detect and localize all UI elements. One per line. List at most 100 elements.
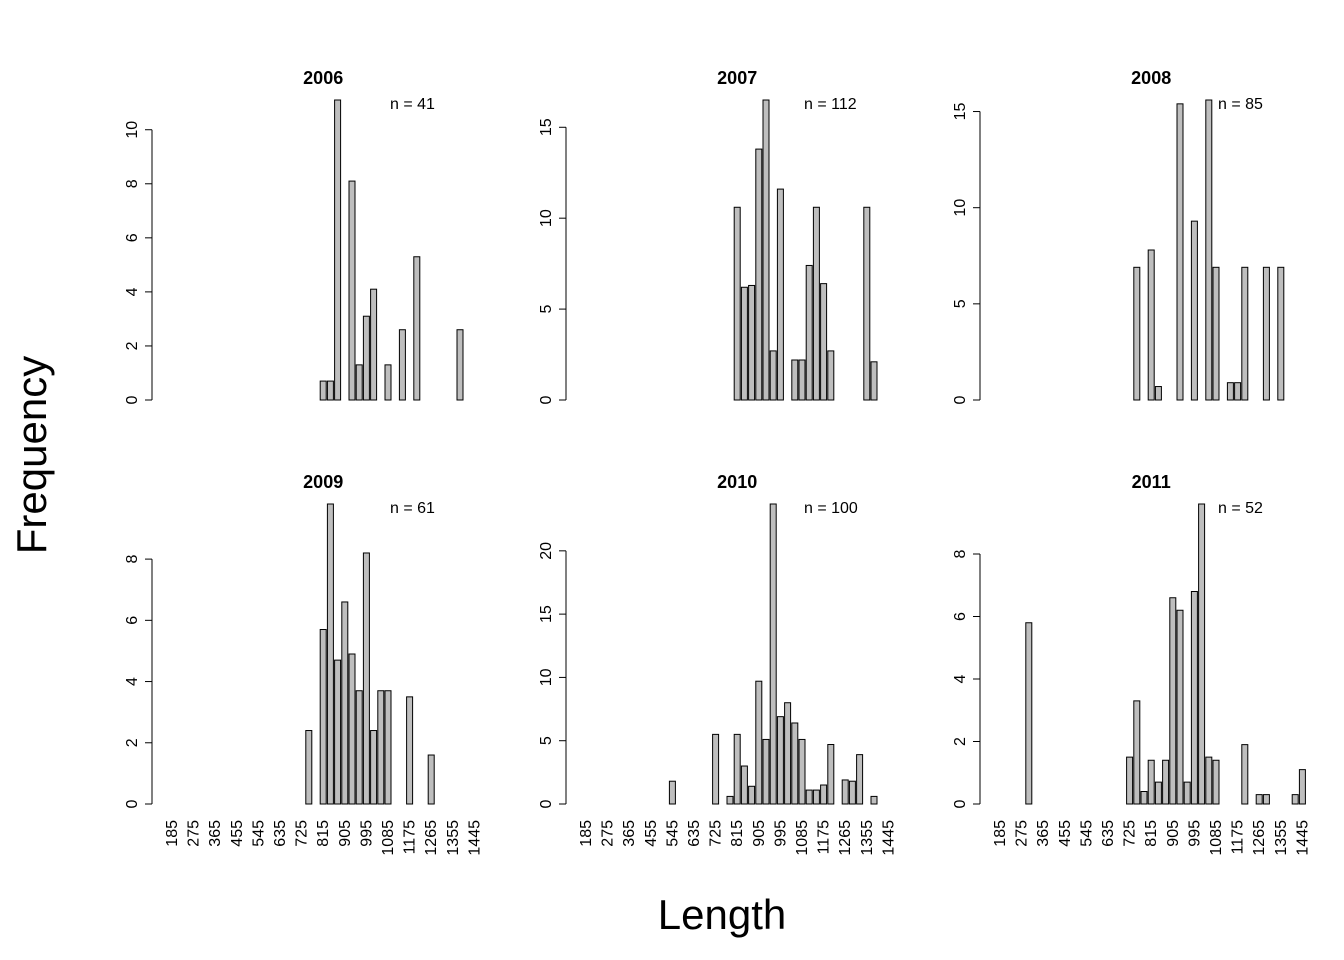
y-tick-label: 2 bbox=[952, 737, 969, 746]
bar bbox=[827, 744, 835, 805]
y-tick-label: 10 bbox=[538, 668, 555, 686]
bar bbox=[769, 350, 777, 401]
bar bbox=[712, 733, 720, 805]
bar bbox=[1190, 220, 1198, 401]
x-axis-label: Length bbox=[658, 891, 786, 938]
x-tick-label: 365 bbox=[1035, 820, 1052, 847]
bar bbox=[1234, 382, 1242, 401]
bar bbox=[334, 99, 342, 401]
bar bbox=[1212, 266, 1220, 401]
y-tick-label: 15 bbox=[952, 103, 969, 121]
bar bbox=[1176, 609, 1184, 805]
panel-title: 2009 bbox=[303, 472, 343, 492]
bar bbox=[791, 722, 799, 805]
bar bbox=[384, 690, 392, 805]
bar bbox=[413, 256, 421, 401]
x-tick-label: 995 bbox=[358, 820, 375, 847]
x-tick-label: 815 bbox=[729, 820, 746, 847]
y-tick-label: 4 bbox=[124, 677, 141, 686]
x-tick-label: 1445 bbox=[466, 820, 483, 856]
x-tick-label: 1355 bbox=[1273, 820, 1290, 856]
x-tick-label: 185 bbox=[578, 820, 595, 847]
bar bbox=[827, 350, 835, 401]
bar bbox=[377, 690, 385, 805]
x-tick-label: 1085 bbox=[380, 820, 397, 856]
bar bbox=[1298, 769, 1306, 805]
bar bbox=[326, 503, 334, 805]
bar bbox=[370, 288, 378, 401]
x-tick-label: 185 bbox=[164, 820, 181, 847]
x-tick-label: 1175 bbox=[816, 820, 833, 855]
x-tick-label: 1265 bbox=[837, 820, 854, 856]
bar bbox=[362, 552, 370, 805]
bar bbox=[1154, 781, 1162, 805]
y-tick-label: 8 bbox=[124, 179, 141, 188]
bar bbox=[1140, 791, 1148, 805]
bar bbox=[348, 653, 356, 805]
bar bbox=[456, 329, 464, 401]
x-tick-label: 905 bbox=[751, 820, 768, 847]
bar bbox=[334, 659, 342, 805]
y-tick-label: 10 bbox=[124, 121, 141, 139]
bar bbox=[1162, 759, 1170, 805]
bar bbox=[1147, 759, 1155, 805]
bar bbox=[755, 680, 763, 805]
bar bbox=[798, 359, 806, 401]
x-tick-label: 635 bbox=[1100, 820, 1117, 847]
x-tick-label: 725 bbox=[1122, 820, 1139, 847]
bar bbox=[820, 784, 828, 805]
bar bbox=[341, 601, 349, 805]
bar bbox=[319, 629, 327, 805]
x-tick-label: 725 bbox=[708, 820, 725, 847]
bar bbox=[776, 716, 784, 805]
bar bbox=[805, 789, 813, 805]
bar bbox=[1133, 700, 1141, 805]
bar bbox=[1126, 756, 1134, 805]
y-tick-label: 0 bbox=[952, 395, 969, 404]
bar bbox=[748, 284, 756, 401]
annotation: n = 112 bbox=[804, 96, 857, 113]
y-tick-label: 0 bbox=[952, 799, 969, 808]
bar bbox=[1255, 794, 1263, 805]
bar bbox=[1176, 103, 1184, 401]
y-tick-label: 2 bbox=[124, 341, 141, 350]
y-tick-label: 8 bbox=[124, 555, 141, 564]
bar bbox=[1241, 744, 1249, 805]
bar bbox=[726, 795, 734, 805]
bar bbox=[740, 765, 748, 805]
x-tick-label: 365 bbox=[207, 820, 224, 847]
bar bbox=[406, 696, 414, 805]
bar bbox=[1198, 503, 1206, 805]
y-tick-label: 5 bbox=[538, 305, 555, 314]
y-tick-label: 15 bbox=[538, 605, 555, 623]
x-tick-label: 635 bbox=[272, 820, 289, 847]
y-tick-label: 10 bbox=[952, 199, 969, 217]
y-tick-label: 4 bbox=[952, 674, 969, 683]
x-tick-label: 545 bbox=[250, 820, 267, 847]
y-tick-label: 0 bbox=[538, 395, 555, 404]
x-tick-label: 1265 bbox=[423, 820, 440, 856]
bar bbox=[733, 206, 741, 401]
y-tick-label: 20 bbox=[538, 542, 555, 560]
y-tick-label: 5 bbox=[952, 299, 969, 308]
y-tick-label: 6 bbox=[952, 612, 969, 621]
bar bbox=[355, 690, 363, 805]
bar bbox=[762, 99, 770, 401]
x-tick-label: 1445 bbox=[880, 820, 897, 856]
bar bbox=[762, 738, 770, 805]
bar bbox=[384, 364, 392, 401]
x-tick-label: 365 bbox=[621, 820, 638, 847]
x-tick-label: 635 bbox=[686, 820, 703, 847]
x-tick-label: 275 bbox=[600, 820, 617, 847]
bar bbox=[1277, 266, 1285, 401]
x-tick-label: 1085 bbox=[794, 820, 811, 856]
x-tick-label: 815 bbox=[315, 820, 332, 847]
panel-title: 2008 bbox=[1131, 68, 1171, 88]
bar bbox=[1262, 794, 1270, 805]
x-tick-label: 275 bbox=[186, 820, 203, 847]
y-tick-label: 0 bbox=[124, 799, 141, 808]
bar bbox=[784, 702, 792, 805]
bar bbox=[755, 148, 763, 401]
x-tick-label: 185 bbox=[992, 820, 1009, 847]
annotation: n = 85 bbox=[1218, 96, 1263, 113]
